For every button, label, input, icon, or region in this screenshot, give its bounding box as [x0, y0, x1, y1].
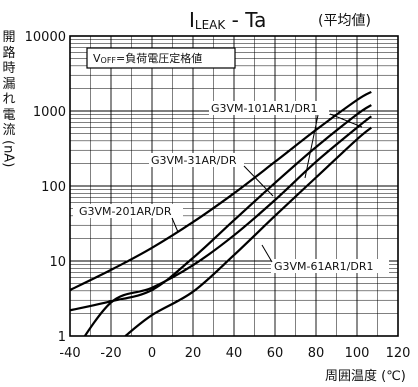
title-main: I: [189, 8, 195, 32]
annotation-bg: [271, 259, 389, 273]
x-tick-label: 0: [148, 346, 156, 361]
x-tick-label: -20: [100, 346, 121, 361]
series-line: [83, 115, 373, 336]
annotation-leader: [171, 217, 179, 233]
y-tick-label: 10: [49, 255, 66, 270]
chart-title-note: (平均値): [318, 13, 371, 29]
series-line: [70, 90, 372, 291]
x-tick-label: 60: [267, 346, 284, 361]
y-axis-label-char: 漏: [2, 76, 16, 92]
annotation-label: G3VM-101AR1/DR1: [211, 102, 318, 115]
condition-prefix: V: [93, 52, 101, 65]
annotation-leader: [243, 165, 274, 197]
y-tick-label: 10000: [25, 30, 66, 45]
y-axis-label-char: 開: [2, 30, 16, 45]
y-axis-label-char: 時: [2, 61, 16, 76]
y-axis-label-char: 電: [2, 107, 16, 123]
title-subscript: LEAK: [195, 18, 226, 32]
chart-title: ILEAK - Ta: [189, 8, 266, 32]
series-line: [70, 104, 372, 312]
condition-rest: =負荷電圧定格値: [116, 51, 202, 65]
series-line: [124, 126, 373, 336]
y-tick-label: 100: [41, 180, 66, 195]
condition-subscript: OFF: [101, 56, 117, 65]
annotation-leader: [261, 244, 273, 263]
annotation-bg: [209, 101, 329, 115]
annotation-leader: [329, 113, 363, 128]
x-tick-label: 80: [308, 346, 325, 361]
x-tick-label: 120: [386, 346, 411, 361]
grid: [69, 35, 399, 337]
series-lines: [70, 90, 373, 336]
y-tick-label: 1: [58, 330, 66, 345]
x-axis-label: 周囲温度 (℃): [325, 368, 406, 384]
annotation-label: G3VM-61AR1/DR1: [274, 260, 374, 273]
annotation-bg: [149, 153, 244, 167]
plot-frame: [69, 35, 399, 337]
annotation-bg: [73, 204, 183, 218]
condition-text: VOFF=負荷電圧定格値: [93, 51, 202, 65]
y-tick-label: 1000: [33, 105, 66, 120]
x-tick-label: 100: [345, 346, 370, 361]
annotation-label: G3VM-31AR/DR: [151, 154, 237, 167]
x-tick-label: 40: [226, 346, 243, 361]
x-tick-label: -40: [59, 346, 80, 361]
annotation-leader: [304, 114, 319, 179]
y-axis-label-char: れ: [2, 92, 16, 107]
series-annotations: G3VM-101AR1/DR1 G3VM-31AR/DR G3VM-201AR/…: [73, 101, 389, 273]
y-axis-label: 開 路 時 漏 れ 電 流 (nA): [0, 30, 18, 167]
condition-box: VOFF=負荷電圧定格値: [86, 47, 236, 69]
y-axis-unit: (nA): [0, 139, 16, 167]
x-tick-label: 20: [185, 346, 202, 361]
title-rest: - Ta: [225, 8, 266, 32]
condition-box-frame: [86, 47, 236, 69]
annotation-label: G3VM-201AR/DR: [79, 205, 172, 218]
y-axis-label-char: 路: [2, 45, 16, 61]
y-axis-label-char: 流: [2, 123, 16, 138]
